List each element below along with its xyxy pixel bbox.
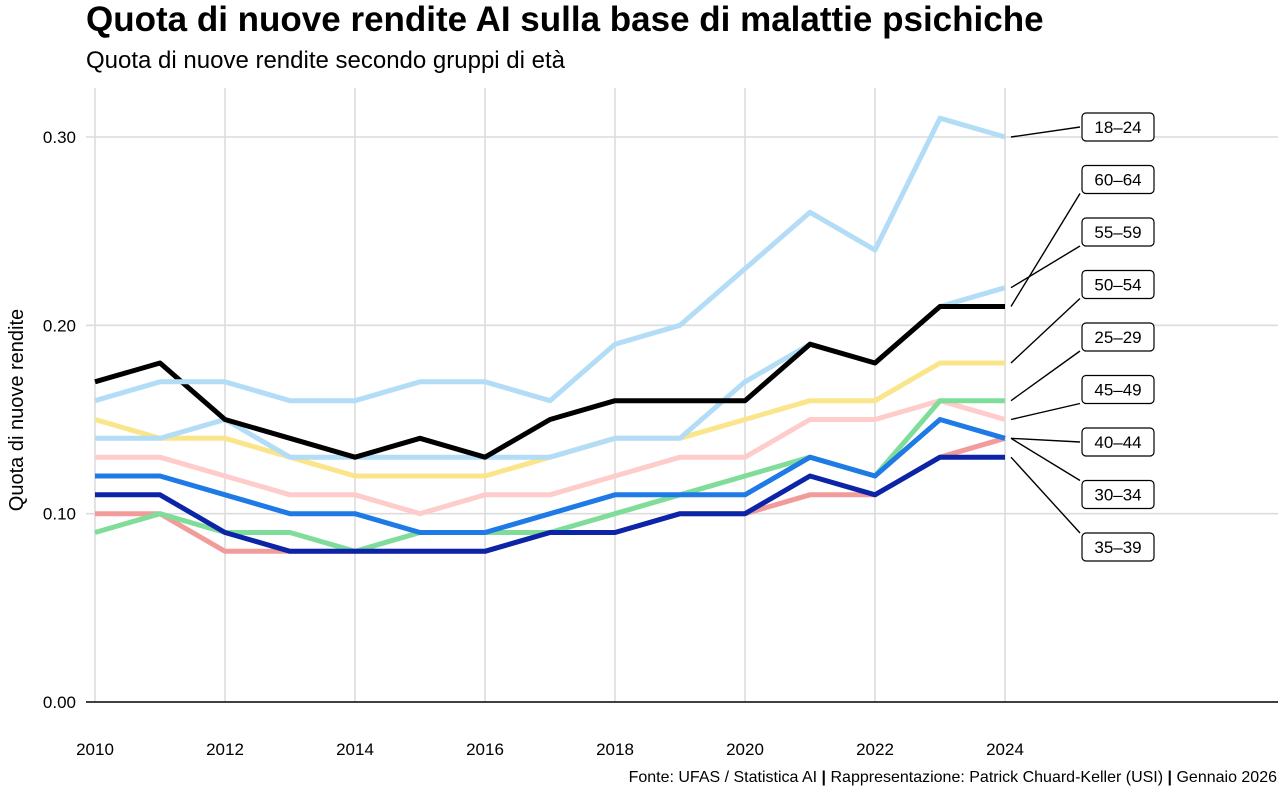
- label-box: [1081, 164, 1155, 195]
- label-box: [1081, 322, 1155, 352]
- label-leader-line: [1010, 245, 1081, 289]
- label-leader-line: [1010, 437, 1081, 443]
- label-box: [1081, 479, 1155, 510]
- chart-title: Quota di nuove rendite AI sulla base di …: [86, 0, 1044, 39]
- x-tick-label: 2018: [596, 740, 634, 759]
- caption-separator-1: |: [821, 769, 827, 786]
- x-tick-label: 2022: [856, 740, 894, 759]
- label-box: [1081, 269, 1155, 300]
- y-axis-label: Quota di nuove rendite: [6, 309, 28, 511]
- label-leader-line: [1010, 193, 1081, 307]
- series-label: 45–49: [1094, 381, 1141, 400]
- x-tick-label: 2016: [466, 740, 504, 759]
- label-leader-line: [1010, 456, 1081, 534]
- grid-lines: [86, 88, 1278, 702]
- x-tick-label: 2012: [206, 740, 244, 759]
- caption-separator-2: |: [1167, 769, 1173, 786]
- y-tick-label: 0.20: [43, 316, 76, 335]
- series-label: 55–59: [1094, 223, 1141, 242]
- axes: 2010 2012 2014 2016 2018 2020 2022 2024 0.00 0.10…: [6, 128, 1278, 759]
- series-label: 50–54: [1094, 276, 1141, 295]
- label-leader-line: [1010, 350, 1081, 402]
- series-line: [95, 398, 1006, 517]
- x-tick-label: 2024: [986, 740, 1024, 759]
- series-line: [94, 115, 1006, 404]
- series-labels: 18–24 60–64 55–59 50–54 25–29 45–49 40–44 30–34…: [1010, 112, 1155, 562]
- y-tick-label: 0.00: [43, 693, 76, 712]
- caption-representation: Rappresentazione: Patrick Chuard-Keller …: [830, 769, 1164, 786]
- label-leader-line: [1010, 437, 1081, 482]
- series-lines: [94, 115, 1006, 554]
- x-tick-label: 2014: [336, 740, 374, 759]
- source-caption: Fonte: UFAS / Statistica AI | Rappresent…: [629, 769, 1277, 787]
- series-label: 35–39: [1094, 538, 1141, 557]
- caption-source: Fonte: UFAS / Statistica AI: [628, 769, 818, 786]
- label-box: [1081, 112, 1155, 142]
- caption-date: Gennaio 2026: [1176, 769, 1277, 786]
- series-label: 60–64: [1094, 171, 1141, 190]
- series-label: 30–34: [1094, 486, 1141, 505]
- x-tick-label: 2020: [726, 740, 764, 759]
- series-line: [95, 417, 1006, 535]
- series-label: 25–29: [1094, 328, 1141, 347]
- series-line: [95, 454, 1005, 554]
- y-tick-label: 0.30: [43, 128, 76, 147]
- chart-subtitle: Quota di nuove rendite secondo gruppi di…: [86, 47, 566, 74]
- label-box: [1081, 427, 1155, 457]
- label-box: [1081, 374, 1155, 405]
- label-leader-line: [1010, 297, 1081, 364]
- series-label: 18–24: [1094, 118, 1141, 137]
- label-box: [1081, 532, 1155, 562]
- label-leader-line: [1010, 402, 1081, 421]
- x-tick-label: 2010: [76, 740, 114, 759]
- label-leader-line: [1010, 126, 1081, 138]
- y-tick-label: 0.10: [43, 505, 76, 524]
- label-box: [1081, 217, 1155, 247]
- series-line: [95, 285, 1006, 460]
- series-label: 40–44: [1094, 433, 1141, 452]
- series-line: [94, 304, 1005, 460]
